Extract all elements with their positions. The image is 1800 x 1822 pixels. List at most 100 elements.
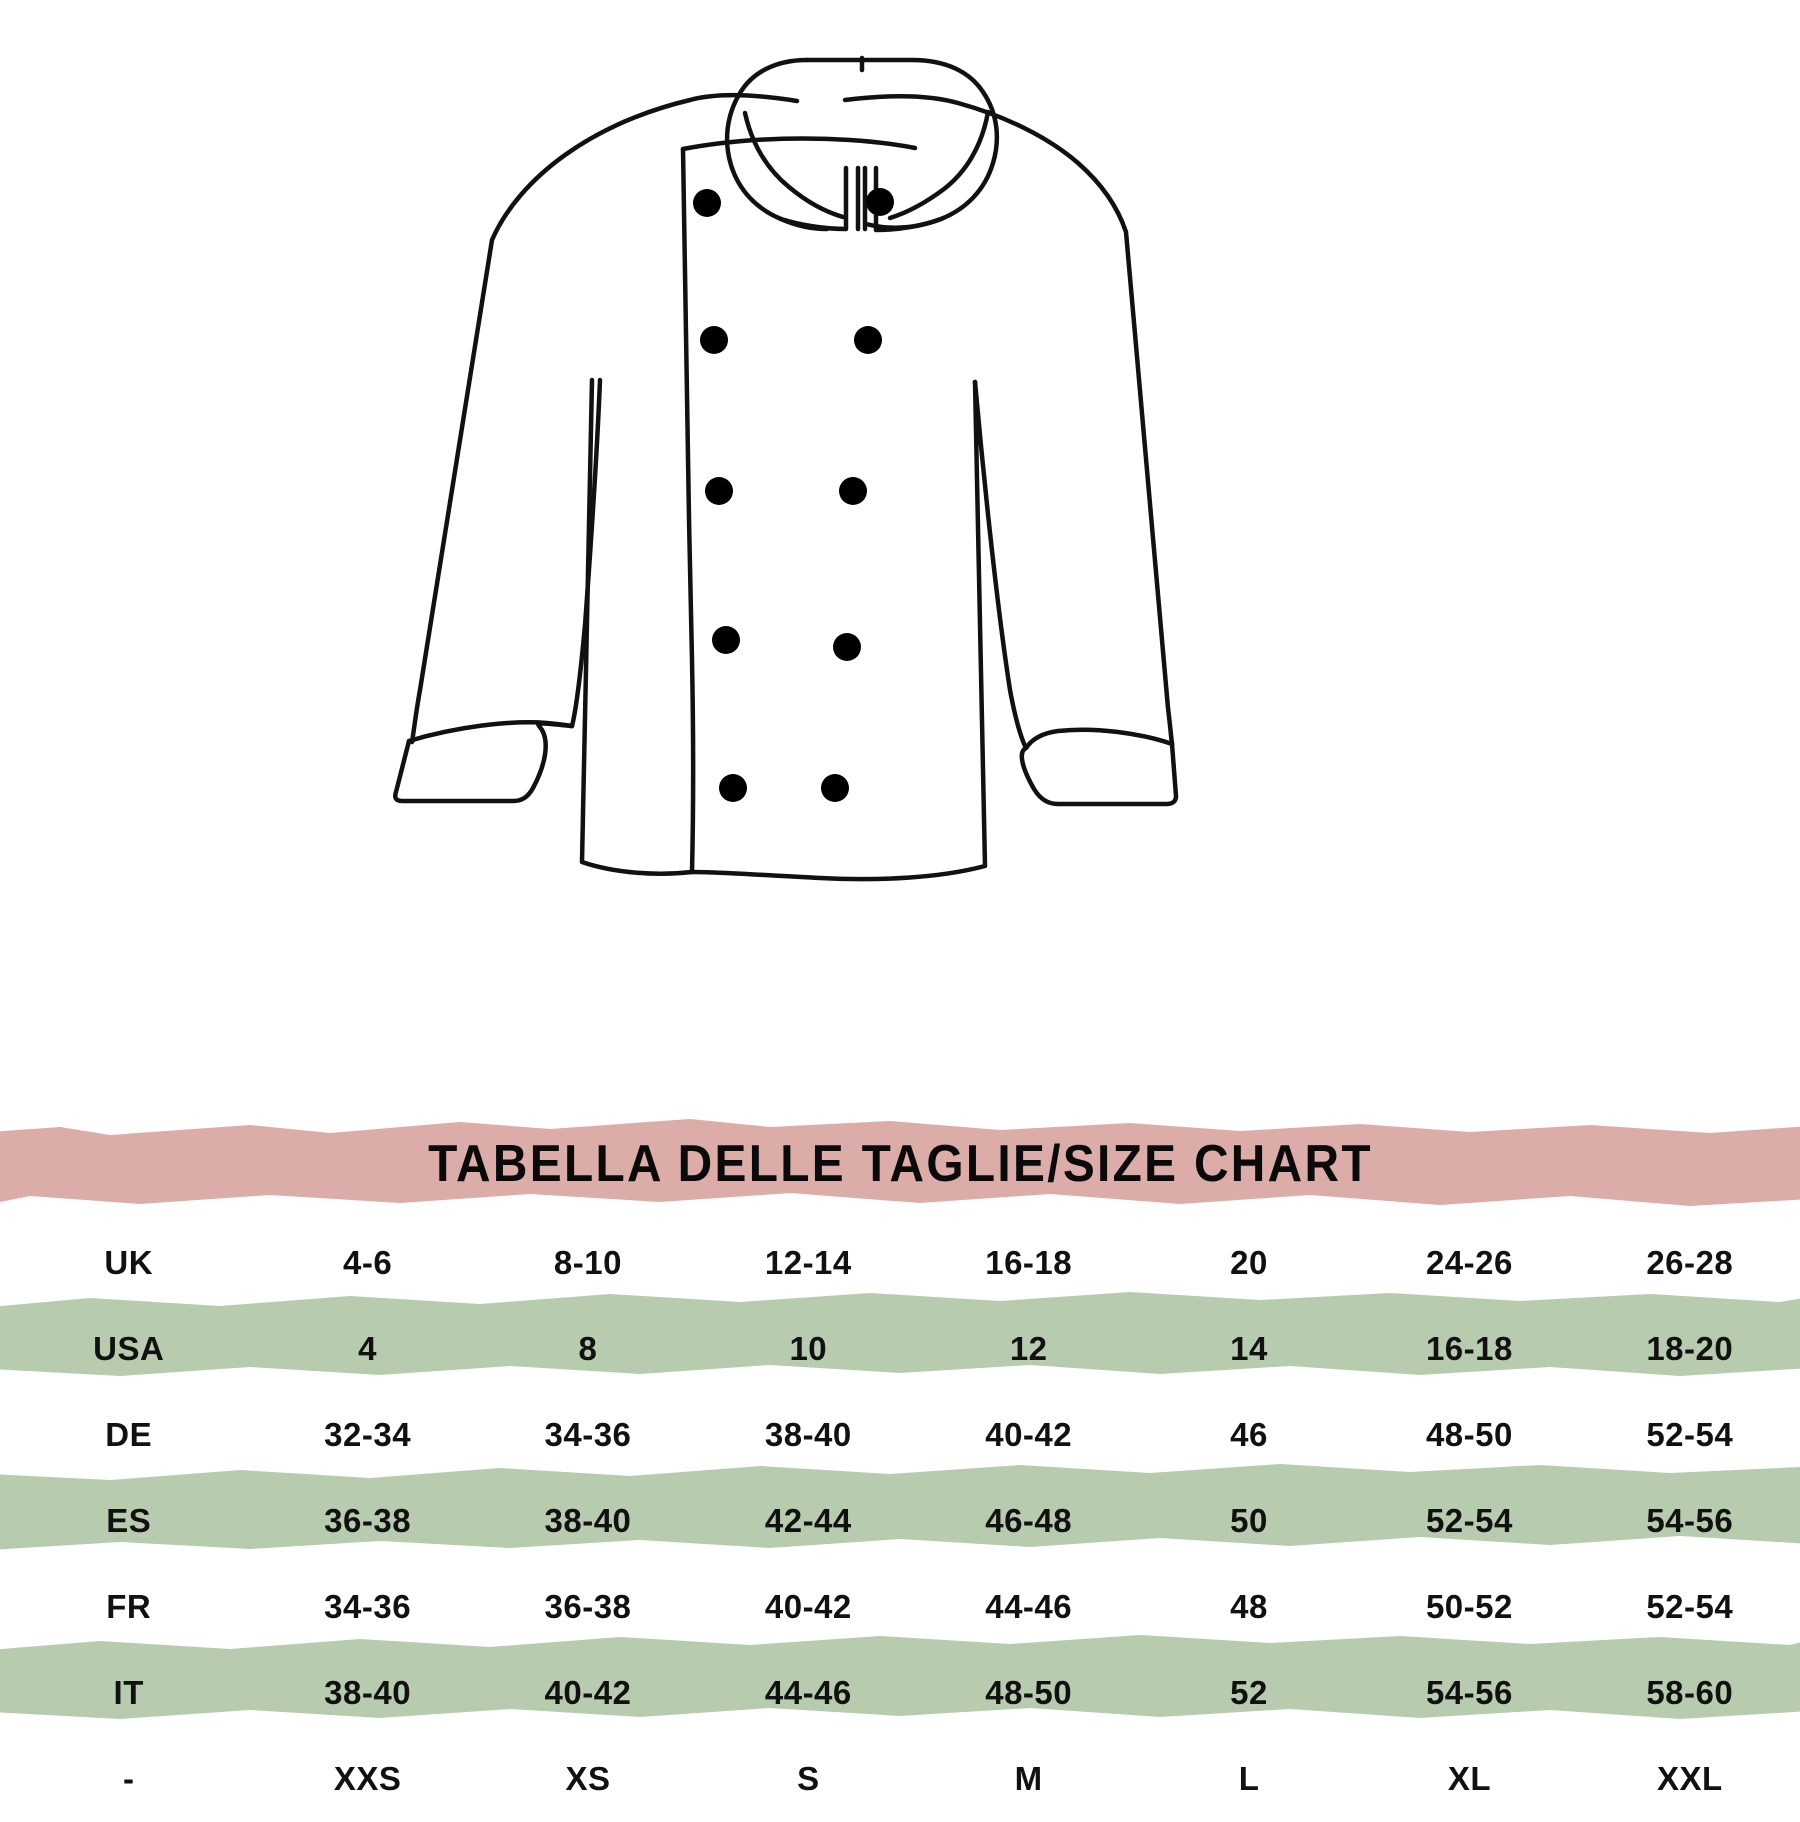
collar-bottom-right — [873, 165, 944, 233]
table-row: FR 34-36 36-38 40-42 44-46 48 50-52 52-5… — [0, 1564, 1800, 1650]
cell-uk-xs: 8-10 — [553, 1244, 622, 1281]
cell-it-l: 52 — [1230, 1674, 1268, 1711]
cell-it-xxl: 58-60 — [1646, 1674, 1734, 1711]
table-row: USA 4 8 10 12 14 16-18 18-20 — [0, 1306, 1800, 1392]
cell-es-xs: 38-40 — [544, 1502, 632, 1539]
table-row: UK 4-6 8-10 12-14 16-18 20 24-26 26-28 — [0, 1220, 1800, 1306]
cell-es-l: 50 — [1230, 1502, 1268, 1539]
cell-it-xl: 54-56 — [1425, 1674, 1513, 1711]
right-cuff — [1019, 741, 1179, 807]
collar-fold-left — [742, 110, 846, 220]
cell-de-l: 46 — [1230, 1416, 1268, 1453]
right-shoulder-sleeve-outline — [842, 93, 1175, 747]
es-row-brush-band — [0, 1460, 1800, 1556]
cell-size-xxs: XXS — [333, 1760, 402, 1797]
cell-es-s: 42-44 — [764, 1502, 852, 1539]
button-right-4 — [833, 633, 861, 661]
right-sleeve-inner-seam — [972, 379, 1029, 751]
button-right-5 — [821, 774, 849, 802]
cell-size-s: S — [797, 1760, 820, 1797]
button-left-4 — [712, 626, 740, 654]
cell-usa-xxs: 4 — [358, 1330, 378, 1367]
cell-fr-xxs: 34-36 — [324, 1588, 412, 1625]
row-label-de: DE — [105, 1416, 153, 1453]
es-band-shape — [0, 1464, 1800, 1550]
table-row: IT 38-40 40-42 44-46 48-50 52 54-56 58-6… — [0, 1650, 1800, 1736]
cell-size-xl: XL — [1447, 1760, 1491, 1797]
cell-es-m: 46-48 — [985, 1502, 1073, 1539]
cell-de-xl: 48-50 — [1425, 1416, 1513, 1453]
button-left-5 — [719, 774, 747, 802]
left-front-panel-hem — [579, 377, 695, 876]
size-chart-body: UK 4-6 8-10 12-14 16-18 20 24-26 26-28 U… — [0, 1220, 1800, 1822]
cell-uk-s: 12-14 — [764, 1244, 852, 1281]
cell-usa-l: 14 — [1230, 1330, 1268, 1367]
it-row-brush-band — [0, 1632, 1800, 1728]
cell-uk-m: 16-18 — [985, 1244, 1073, 1281]
cell-de-xs: 34-36 — [544, 1416, 632, 1453]
right-cuff-fold-line — [1023, 727, 1175, 751]
cell-it-m: 48-50 — [985, 1674, 1073, 1711]
button-right-1 — [866, 188, 894, 216]
cell-es-xl: 52-54 — [1425, 1502, 1513, 1539]
cell-fr-xl: 50-52 — [1425, 1588, 1513, 1625]
cell-size-m: M — [1014, 1760, 1043, 1797]
cell-usa-m: 12 — [1009, 1330, 1048, 1367]
row-label-generic: - — [122, 1760, 135, 1797]
chart-title: TABELLA DELLE TAGLIE/SIZE CHART — [427, 1135, 1373, 1193]
cell-fr-m: 44-46 — [985, 1588, 1073, 1625]
usa-row-brush-band — [0, 1288, 1800, 1384]
collar-bottom-left — [778, 165, 849, 232]
cell-uk-xxs: 4-6 — [343, 1244, 393, 1281]
title-brush-band — [0, 1116, 1800, 1212]
row-label-fr: FR — [106, 1588, 152, 1625]
cell-uk-xl: 24-26 — [1425, 1244, 1513, 1281]
cell-uk-xxl: 26-28 — [1646, 1244, 1734, 1281]
left-shoulder-sleeve-outline — [409, 92, 800, 745]
left-cuff — [393, 721, 575, 804]
table-row: DE 32-34 34-36 38-40 40-42 46 48-50 52-5… — [0, 1392, 1800, 1478]
table-row: - XXS XS S M L XL XXL — [0, 1736, 1800, 1822]
button-left-3 — [705, 477, 733, 505]
cell-usa-xxl: 18-20 — [1646, 1330, 1734, 1367]
right-front-panel-hem — [689, 379, 988, 882]
chef-jacket-illustration — [393, 55, 1179, 882]
row-label-es: ES — [106, 1502, 152, 1539]
size-chart-table: UK 4-6 8-10 12-14 16-18 20 24-26 26-28 U… — [0, 1220, 1800, 1822]
button-right-2 — [854, 326, 882, 354]
cell-uk-l: 20 — [1230, 1244, 1268, 1281]
cell-fr-l: 48 — [1230, 1588, 1268, 1625]
cell-es-xxl: 54-56 — [1646, 1502, 1734, 1539]
front-placket-edge — [680, 146, 696, 875]
cell-de-m: 40-42 — [985, 1416, 1073, 1453]
button-left-2 — [700, 326, 728, 354]
cell-usa-xl: 16-18 — [1425, 1330, 1513, 1367]
cell-de-xxl: 52-54 — [1646, 1416, 1734, 1453]
body-neckline — [680, 136, 918, 152]
table-row: ES 36-38 38-40 42-44 46-48 50 52-54 54-5… — [0, 1478, 1800, 1564]
cell-fr-xxl: 52-54 — [1646, 1588, 1734, 1625]
cell-size-xxl: XXL — [1656, 1760, 1723, 1797]
cell-size-l: L — [1238, 1760, 1260, 1797]
cell-it-s: 44-46 — [764, 1674, 852, 1711]
cell-usa-s: 10 — [789, 1330, 828, 1367]
cell-size-xs: XS — [565, 1760, 611, 1797]
chef-jacket-svg — [393, 55, 1179, 882]
jacket-buttons — [693, 188, 894, 802]
cell-it-xs: 40-42 — [544, 1674, 632, 1711]
cell-fr-xs: 36-38 — [544, 1588, 632, 1625]
size-chart-section: TABELLA DELLE TAGLIE/SIZE CHART UK 4-6 8… — [0, 1040, 1800, 1800]
row-label-usa: USA — [93, 1330, 165, 1367]
button-left-1 — [693, 189, 721, 217]
cell-de-xxs: 32-34 — [324, 1416, 412, 1453]
usa-band-shape — [0, 1292, 1800, 1376]
button-right-3 — [839, 477, 867, 505]
cell-de-s: 38-40 — [764, 1416, 852, 1453]
cell-es-xxs: 36-38 — [324, 1502, 412, 1539]
title-band-shape — [0, 1119, 1800, 1206]
chart-title-row: TABELLA DELLE TAGLIE/SIZE CHART — [0, 1116, 1800, 1212]
cell-fr-s: 40-42 — [764, 1588, 852, 1625]
cell-usa-xs: 8 — [578, 1330, 598, 1367]
it-band-shape — [0, 1635, 1800, 1719]
